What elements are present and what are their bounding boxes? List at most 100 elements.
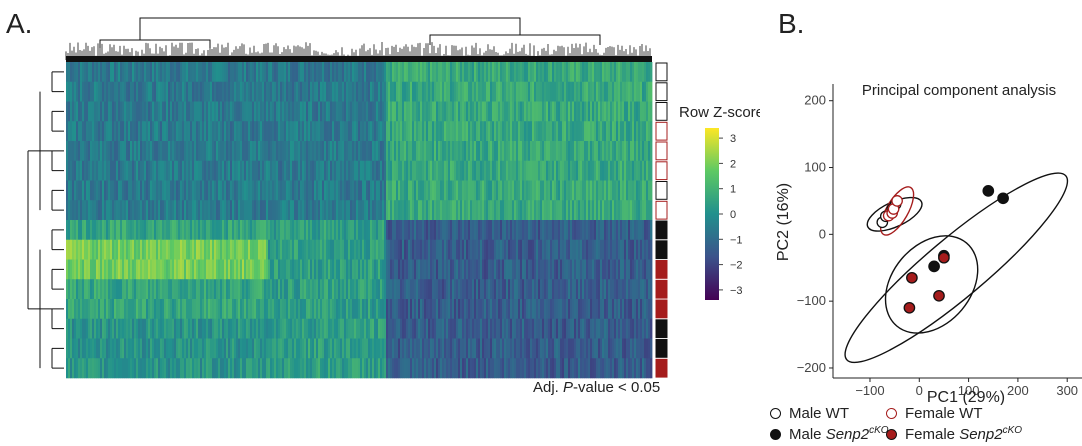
heatmap-cell (286, 299, 289, 320)
heatmap-cell (486, 299, 489, 320)
heatmap-cell (354, 101, 357, 122)
heatmap-cell (630, 358, 633, 379)
heatmap-cell (78, 259, 81, 280)
heatmap-cell (410, 299, 413, 320)
heatmap-cell (138, 141, 141, 162)
heatmap-cell (308, 141, 311, 162)
heatmap-cell (174, 259, 177, 280)
heatmap-cell (450, 220, 453, 241)
heatmap-cell (608, 62, 611, 83)
heatmap-cell (446, 220, 449, 241)
heatmap-cell (390, 279, 393, 300)
heatmap-cell (292, 160, 295, 181)
heatmap-cell (484, 121, 487, 142)
heatmap-cell (134, 259, 137, 280)
heatmap-cell (540, 338, 543, 359)
heatmap-cell (608, 338, 611, 359)
heatmap-cell (190, 180, 193, 201)
heatmap-cell (544, 239, 547, 260)
heatmap-cell (492, 220, 495, 241)
heatmap-cell (466, 358, 469, 379)
heatmap-cell (568, 358, 571, 379)
heatmap-cell (96, 81, 99, 102)
heatmap-cell (348, 81, 351, 102)
heatmap-cell (124, 318, 127, 339)
heatmap-cell (482, 259, 485, 280)
heatmap-cell (382, 62, 385, 83)
heatmap-cell (348, 279, 351, 300)
heatmap-cell (270, 259, 273, 280)
heatmap-cell (364, 160, 367, 181)
heatmap-cell (646, 160, 649, 181)
heatmap-cell (312, 101, 315, 122)
heatmap-cell (336, 220, 339, 241)
heatmap-cell (94, 121, 97, 142)
heatmap-cell (616, 160, 619, 181)
heatmap-cell (634, 318, 637, 339)
heatmap-cell (478, 299, 481, 320)
heatmap-cell (554, 101, 557, 122)
heatmap-cell (504, 220, 507, 241)
heatmap-cell (494, 259, 497, 280)
heatmap-cell (296, 358, 299, 379)
heatmap-cell (88, 101, 91, 122)
heatmap-cell (122, 299, 125, 320)
heatmap-cell (244, 279, 247, 300)
heatmap-cell (90, 239, 93, 260)
heatmap-cell (552, 259, 555, 280)
heatmap-cell (606, 62, 609, 83)
heatmap-cell (542, 101, 545, 122)
heatmap-cell (630, 299, 633, 320)
heatmap-cell (422, 121, 425, 142)
heatmap-cell (84, 259, 87, 280)
heatmap-cell (90, 318, 93, 339)
heatmap-cell (296, 200, 299, 221)
heatmap-cell (534, 279, 537, 300)
heatmap-cell (458, 160, 461, 181)
heatmap-cell (168, 318, 171, 339)
heatmap-cell (430, 220, 433, 241)
heatmap-cell (564, 81, 567, 102)
heatmap-cell (168, 180, 171, 201)
heatmap-cell (436, 160, 439, 181)
heatmap-cell (120, 81, 123, 102)
heatmap-cell (156, 81, 159, 102)
heatmap-cell (342, 81, 345, 102)
heatmap-cell (148, 239, 151, 260)
heatmap-cell (586, 220, 589, 241)
heatmap-cell (272, 239, 275, 260)
heatmap-cell (306, 180, 309, 201)
heatmap-cell (286, 141, 289, 162)
heatmap-cell (432, 318, 435, 339)
heatmap-cell (516, 220, 519, 241)
heatmap-cell (266, 318, 269, 339)
heatmap-cell (560, 81, 563, 102)
heatmap-cell (168, 239, 171, 260)
heatmap-cell (596, 259, 599, 280)
heatmap-cell (240, 62, 243, 83)
heatmap-cell (136, 62, 139, 83)
heatmap-cell (390, 101, 393, 122)
heatmap-cell (344, 160, 347, 181)
heatmap-cell (218, 62, 221, 83)
heatmap-cell (416, 62, 419, 83)
heatmap-cell (548, 180, 551, 201)
heatmap-cell (418, 220, 421, 241)
heatmap-cell (406, 121, 409, 142)
heatmap-cell (68, 318, 71, 339)
heatmap-cell (216, 318, 219, 339)
heatmap-cell (490, 62, 493, 83)
heatmap-cell (466, 220, 469, 241)
heatmap-cell (462, 299, 465, 320)
heatmap-cell (514, 101, 517, 122)
heatmap-cell (194, 299, 197, 320)
heatmap-cell (424, 62, 427, 83)
heatmap-cell (454, 299, 457, 320)
heatmap-cell (224, 141, 227, 162)
heatmap-cell (126, 299, 129, 320)
heatmap-cell (382, 279, 385, 300)
heatmap-cell (480, 239, 483, 260)
heatmap-cell (132, 279, 135, 300)
heatmap-cell (594, 259, 597, 280)
heatmap-cell (100, 239, 103, 260)
